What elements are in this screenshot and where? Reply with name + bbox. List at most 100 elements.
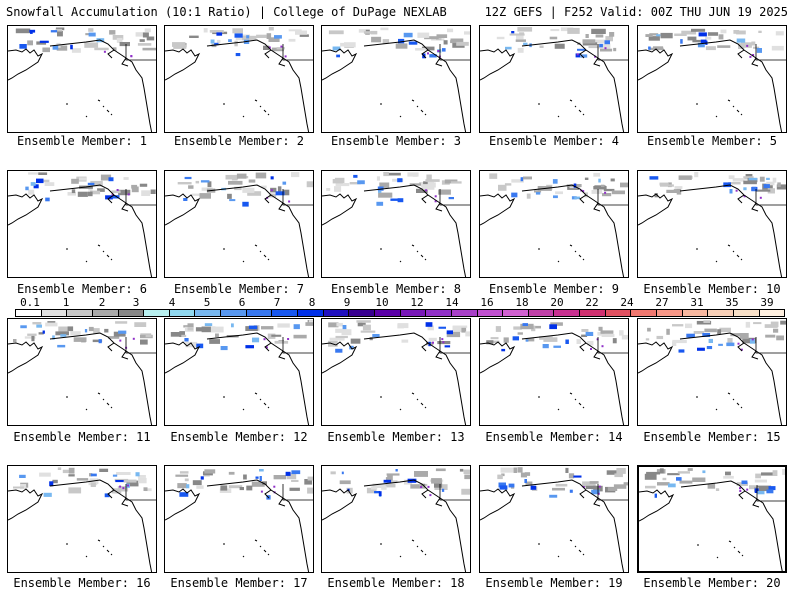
political-border (282, 189, 313, 206)
coastline (480, 39, 625, 132)
ensemble-member-map (479, 25, 629, 133)
colorbar-swatch (169, 310, 196, 316)
snowfall-shading (497, 467, 628, 498)
political-border (439, 44, 470, 61)
snowfall-shading (25, 172, 156, 202)
snowfall-map (638, 320, 786, 425)
snowfall-map (8, 467, 156, 572)
colorbar-swatch (631, 310, 658, 316)
ensemble-member-map (164, 170, 314, 278)
hawaii-islands (223, 539, 270, 558)
ensemble-member-label: Ensemble Member: 19 (485, 576, 623, 590)
colorbar-swatch (605, 310, 632, 316)
colorbar-swatch (554, 310, 581, 316)
colorbar-tick-label: 24 (620, 296, 634, 309)
political-border (597, 484, 628, 501)
colorbar-swatch (272, 310, 299, 316)
political-border (282, 484, 313, 501)
ensemble-member-map (164, 318, 314, 426)
colorbar-tick-label: 18 (515, 296, 529, 309)
snowfall-colorbar (15, 309, 785, 317)
hawaii-islands (538, 392, 585, 411)
colorbar-tick-label: 16 (480, 296, 494, 309)
snowfall-shading (172, 27, 309, 58)
snowfall-shading (486, 322, 628, 352)
political-border (755, 189, 786, 206)
ensemble-member-map (637, 25, 787, 133)
snowfall-map (8, 172, 156, 277)
snowfall-map (480, 467, 628, 572)
snowfall-map (8, 321, 156, 425)
ensemble-member-map (321, 170, 471, 278)
political-border (439, 484, 470, 501)
colorbar-tick-label: 22 (585, 296, 599, 309)
colorbar-swatch (503, 310, 529, 316)
hawaii-islands (538, 244, 585, 263)
snowfall-shading (649, 172, 786, 199)
hawaii-islands (380, 392, 427, 411)
colorbar-tick-label: 35 (725, 296, 739, 309)
snowfall-shading (645, 28, 784, 58)
colorbar-tick-label: 10 (375, 296, 389, 309)
colorbar-tick-label: 39 (760, 296, 774, 309)
coastline (8, 332, 153, 425)
snowfall-shading (496, 27, 617, 58)
ensemble-member-label: Ensemble Member: 18 (327, 576, 465, 590)
colorbar-swatch (426, 310, 452, 316)
ensemble-member-label: Ensemble Member: 11 (13, 430, 151, 444)
colorbar-swatch (41, 310, 68, 316)
ensemble-member-label: Ensemble Member: 14 (485, 430, 623, 444)
colorbar-swatch (67, 310, 93, 316)
snowfall-map (322, 27, 470, 132)
ensemble-member-map (321, 465, 471, 573)
snowfall-map (322, 320, 470, 425)
ensemble-member-map (637, 318, 787, 426)
run-valid-time: 12Z GEFS | F252 Valid: 00Z THU JUN 19 20… (484, 5, 788, 19)
colorbar-tick-label: 7 (273, 296, 281, 309)
hawaii-islands (697, 540, 744, 559)
political-border (597, 189, 628, 206)
colorbar-swatch (92, 310, 119, 316)
snowfall-shading (645, 320, 786, 353)
ensemble-member-map (164, 25, 314, 133)
hawaii-islands (380, 539, 427, 558)
political-border (125, 337, 156, 354)
snowfall-map (322, 172, 470, 277)
colorbar-tick-label: 9 (343, 296, 351, 309)
snowfall-shading (489, 172, 628, 200)
hawaii-islands (380, 244, 427, 263)
ensemble-member-map (321, 318, 471, 426)
ensemble-member-map (164, 465, 314, 573)
colorbar-tick-label: 4 (168, 296, 176, 309)
coastline (8, 39, 153, 132)
ensemble-member-label: Ensemble Member: 7 (173, 282, 305, 296)
coastline (322, 332, 467, 425)
ensemble-member-label: Ensemble Member: 4 (488, 134, 620, 148)
ensemble-member-label: Ensemble Member: 5 (646, 134, 778, 148)
snowfall-shading (328, 27, 470, 59)
colorbar-swatch (400, 310, 427, 316)
ensemble-member-map (637, 170, 787, 278)
snowfall-map (638, 172, 786, 277)
political-border (125, 484, 156, 501)
colorbar-swatch (144, 310, 170, 316)
political-border (125, 189, 156, 206)
ensemble-member-label: Ensemble Member: 15 (643, 430, 781, 444)
snowfall-map (165, 27, 313, 132)
ensemble-member-map (7, 25, 157, 133)
colorbar-tick-label: 0.1 (20, 296, 40, 309)
snowfall-shading (328, 320, 470, 353)
political-border (125, 44, 156, 61)
ensemble-member-map (479, 465, 629, 573)
snowfall-shading (330, 468, 470, 497)
hawaii-islands (538, 99, 585, 118)
colorbar-swatch (246, 310, 273, 316)
colorbar-swatch (221, 310, 247, 316)
colorbar-tick-label: 2 (98, 296, 106, 309)
snowfall-map (165, 320, 313, 425)
ensemble-member-map (637, 465, 787, 573)
hawaii-islands (223, 99, 270, 118)
political-border (282, 337, 313, 354)
colorbar-swatch (657, 310, 683, 316)
snowfall-shading (644, 468, 785, 498)
